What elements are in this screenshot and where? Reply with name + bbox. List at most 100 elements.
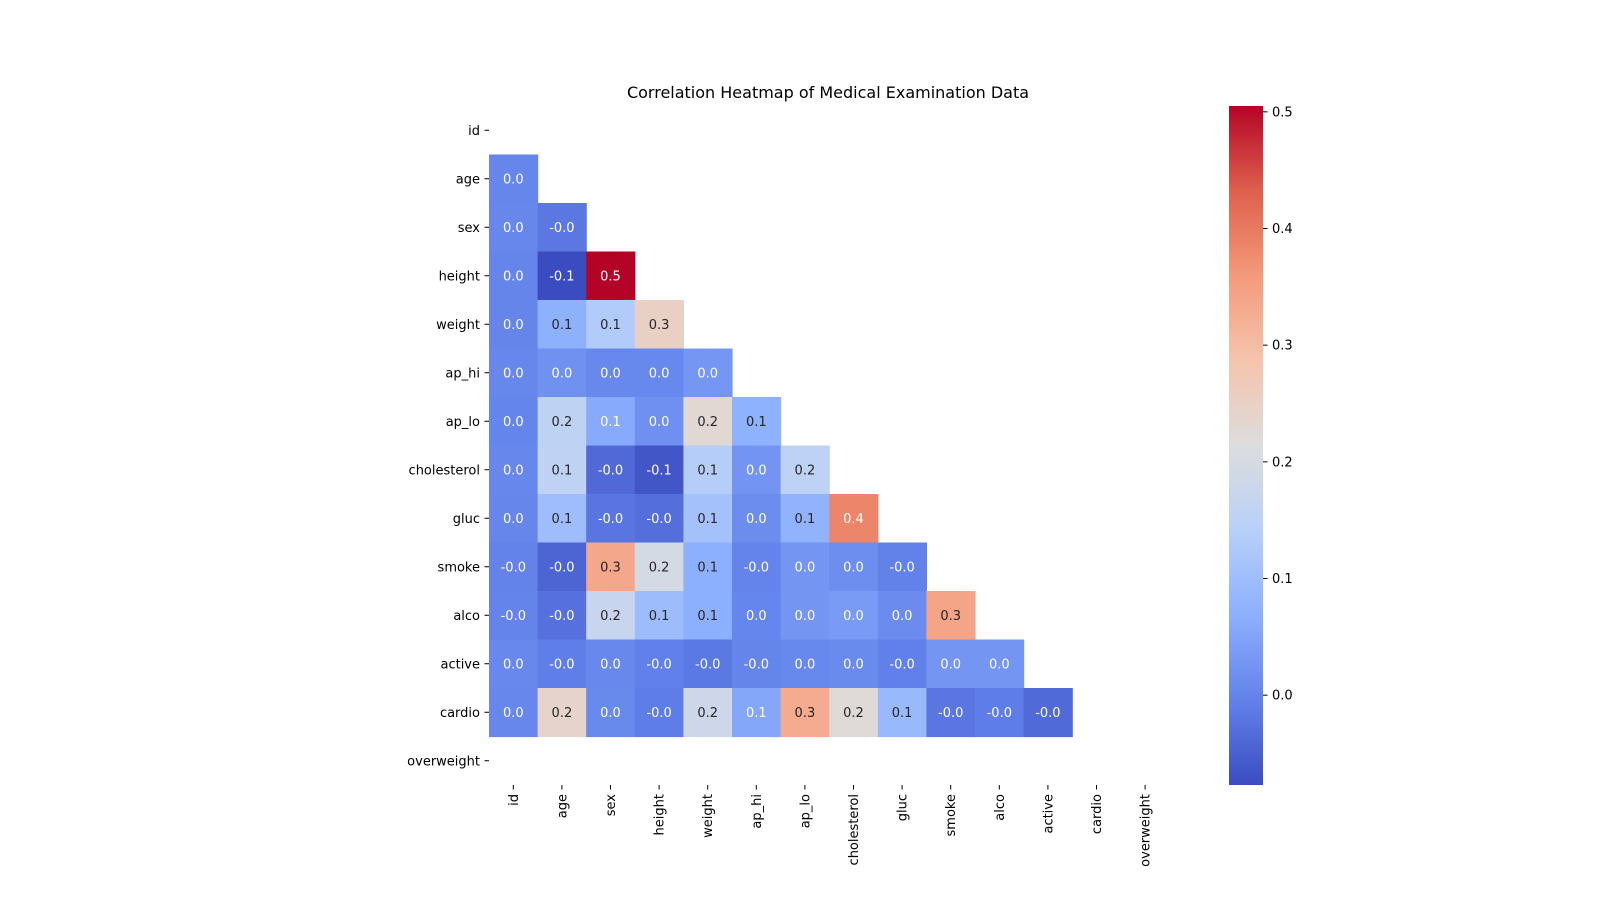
heatmap-cell-cardio-ap_lo bbox=[780, 688, 830, 738]
heatmap-cell-smoke-cholesterol bbox=[829, 542, 879, 592]
heatmap-cell-cardio-active bbox=[1023, 688, 1073, 738]
cell-label-cardio-smoke: -0.0 bbox=[938, 706, 963, 721]
y-tick-label-ap_hi: ap_hi bbox=[445, 366, 480, 381]
y-tick-label-age: age bbox=[456, 172, 480, 187]
cell-label-cardio-weight: 0.2 bbox=[697, 706, 718, 721]
cell-label-smoke-ap_hi: -0.0 bbox=[744, 560, 769, 575]
heatmap-cell-alco-id bbox=[489, 591, 539, 641]
heatmap-cell-weight-age bbox=[537, 300, 587, 350]
x-tick-label-smoke: smoke bbox=[944, 794, 959, 836]
cell-label-height-age: -0.1 bbox=[549, 269, 574, 284]
heatmap-cell-cardio-cholesterol bbox=[829, 688, 879, 738]
heatmap-cell-smoke-sex bbox=[586, 542, 636, 592]
x-axis: id age sex height weight ap_hi ap_lo cholestero… bbox=[507, 785, 1154, 867]
y-tick-label-gluc: gluc bbox=[453, 512, 480, 527]
heatmap-cell-alco-ap_hi bbox=[732, 591, 782, 641]
cell-label-gluc-sex: -0.0 bbox=[598, 512, 623, 527]
heatmap-cell-ap_lo-weight bbox=[683, 397, 733, 447]
colorbar-tick-label-0.0: 0.0 bbox=[1272, 689, 1293, 704]
cell-label-smoke-height: 0.2 bbox=[649, 560, 670, 575]
cell-label-smoke-gluc: -0.0 bbox=[889, 560, 914, 575]
cell-label-gluc-id: 0.0 bbox=[503, 512, 524, 527]
cell-label-cardio-ap_hi: 0.1 bbox=[746, 706, 767, 721]
cell-label-cholesterol-age: 0.1 bbox=[552, 463, 573, 478]
heatmap-cell-ap_lo-sex bbox=[586, 397, 636, 447]
cell-label-cholesterol-height: -0.1 bbox=[646, 463, 671, 478]
heatmap-cell-sex-age bbox=[537, 203, 587, 253]
heatmap-cell-sex-id bbox=[489, 203, 539, 253]
cell-label-cholesterol-id: 0.0 bbox=[503, 463, 524, 478]
cell-label-active-sex: 0.0 bbox=[600, 657, 621, 672]
heatmap-cell-cardio-age bbox=[537, 688, 587, 738]
y-tick-label-cardio: cardio bbox=[440, 706, 480, 721]
x-tick-label-ap_hi: ap_hi bbox=[750, 794, 765, 829]
cell-label-ap_lo-age: 0.2 bbox=[552, 415, 573, 430]
heatmap-cell-smoke-height bbox=[634, 542, 684, 592]
heatmap-cell-ap_hi-height bbox=[634, 348, 684, 398]
heatmap-cell-cardio-weight bbox=[683, 688, 733, 738]
cell-label-weight-id: 0.0 bbox=[503, 318, 524, 333]
heatmap-cell-active-id bbox=[489, 639, 539, 689]
heatmap-cell-ap_hi-age bbox=[537, 348, 587, 398]
heatmap-cell-smoke-id bbox=[489, 542, 539, 592]
heatmap-cell-alco-age bbox=[537, 591, 587, 641]
x-tick-label-alco: alco bbox=[993, 794, 1008, 821]
cell-label-age-id: 0.0 bbox=[503, 172, 524, 187]
heatmap-cell-cardio-height bbox=[634, 688, 684, 738]
cell-label-gluc-ap_hi: 0.0 bbox=[746, 512, 767, 527]
cell-label-gluc-height: -0.0 bbox=[646, 512, 671, 527]
heatmap-cell-ap_lo-height bbox=[634, 397, 684, 447]
cell-label-alco-gluc: 0.0 bbox=[892, 609, 913, 624]
heatmap-cell-gluc-sex bbox=[586, 494, 636, 544]
colorbar-tick-label-0.3: 0.3 bbox=[1272, 339, 1293, 354]
colorbar-ticks: 0.0 0.1 0.2 0.3 0.4 0.5 bbox=[1263, 105, 1293, 704]
heatmap-cell-smoke-gluc bbox=[877, 542, 927, 592]
heatmap-cell-smoke-age bbox=[537, 542, 587, 592]
cell-label-active-ap_lo: 0.0 bbox=[795, 657, 816, 672]
heatmap-cell-height-id bbox=[489, 251, 539, 301]
heatmap-cell-cholesterol-ap_lo bbox=[780, 445, 830, 495]
cell-label-alco-sex: 0.2 bbox=[600, 609, 621, 624]
cell-label-gluc-age: 0.1 bbox=[552, 512, 573, 527]
cell-label-ap_hi-id: 0.0 bbox=[503, 366, 524, 381]
cell-label-cardio-ap_lo: 0.3 bbox=[795, 706, 816, 721]
cell-label-active-ap_hi: -0.0 bbox=[744, 657, 769, 672]
y-tick-label-id: id bbox=[468, 124, 480, 139]
heatmap-cell-active-smoke bbox=[926, 639, 976, 689]
heatmap-cell-active-cholesterol bbox=[829, 639, 879, 689]
heatmap-cell-ap_hi-weight bbox=[683, 348, 733, 398]
cell-label-smoke-age: -0.0 bbox=[549, 560, 574, 575]
heatmap-cell-cholesterol-weight bbox=[683, 445, 733, 495]
colorbar-tick-label-0.4: 0.4 bbox=[1272, 222, 1293, 237]
heatmap-cell-ap_lo-id bbox=[489, 397, 539, 447]
cell-label-active-alco: 0.0 bbox=[989, 657, 1010, 672]
heatmap-cell-cardio-gluc bbox=[877, 688, 927, 738]
heatmap-cell-gluc-ap_lo bbox=[780, 494, 830, 544]
cell-label-active-cholesterol: 0.0 bbox=[843, 657, 864, 672]
heatmap-cell-gluc-ap_hi bbox=[732, 494, 782, 544]
cell-label-height-sex: 0.5 bbox=[600, 269, 621, 284]
cell-label-cholesterol-ap_lo: 0.2 bbox=[795, 463, 816, 478]
x-tick-label-id: id bbox=[507, 794, 522, 806]
y-tick-label-smoke: smoke bbox=[438, 560, 480, 575]
chart-title: Correlation Heatmap of Medical Examinati… bbox=[627, 83, 1029, 102]
heatmap-cell-height-age bbox=[537, 251, 587, 301]
cell-label-cardio-gluc: 0.1 bbox=[892, 706, 913, 721]
heatmap-cell-active-weight bbox=[683, 639, 733, 689]
cell-label-alco-age: -0.0 bbox=[549, 609, 574, 624]
heatmap-cell-weight-id bbox=[489, 300, 539, 350]
cell-label-cardio-sex: 0.0 bbox=[600, 706, 621, 721]
cell-label-sex-id: 0.0 bbox=[503, 221, 524, 236]
y-tick-label-cholesterol: cholesterol bbox=[409, 463, 480, 478]
heatmap-cell-gluc-height bbox=[634, 494, 684, 544]
y-axis: id age sex height weight ap_hi ap_lo cholestero… bbox=[407, 124, 489, 769]
heatmap-cell-alco-sex bbox=[586, 591, 636, 641]
cell-label-active-height: -0.0 bbox=[646, 657, 671, 672]
cell-label-sex-age: -0.0 bbox=[549, 221, 574, 236]
cell-label-ap_hi-height: 0.0 bbox=[649, 366, 670, 381]
heatmap-cell-alco-smoke bbox=[926, 591, 976, 641]
x-tick-label-height: height bbox=[653, 794, 668, 835]
colorbar-tick-label-0.2: 0.2 bbox=[1272, 455, 1293, 470]
heatmap-cell-cardio-id bbox=[489, 688, 539, 738]
heatmap-cell-cardio-sex bbox=[586, 688, 636, 738]
